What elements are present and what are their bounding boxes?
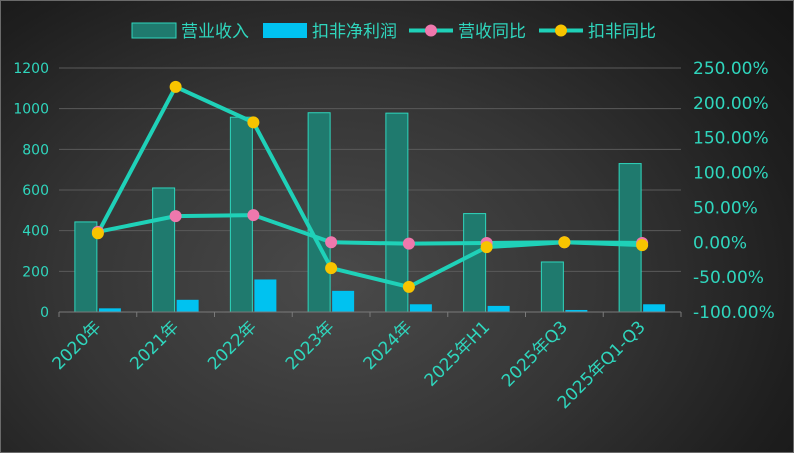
legend-item[interactable]: 扣非净利润 [263,22,397,42]
revenue-bar [618,163,642,313]
profit-yoy-line [96,84,643,289]
left-tick-label: 1000 [13,102,49,118]
profit-yoy-point [402,280,415,293]
x-tick-label: 2025年H1 [421,317,494,390]
profit-yoy-point [247,116,260,129]
legend-label: 扣非净利润 [312,22,397,42]
x-tick-label: 2025年Q3 [498,317,572,391]
lines [96,84,643,289]
legend-label: 营收同比 [458,22,526,42]
left-tick-label: 1200 [13,61,49,77]
right-tick-label: -50.00% [693,268,764,288]
revenue-bar [540,261,564,313]
right-tick-label: 150.00% [693,129,769,149]
revenue-yoy-point [169,210,182,223]
x-tick-label: 2022年 [204,317,261,374]
profit-bar [98,308,121,312]
bars [74,112,666,313]
legend-item[interactable]: 营业收入 [131,22,249,42]
profit-yoy-point [169,80,182,93]
right-tick-label: 0.00% [693,233,747,253]
legend[interactable]: 营业收入 扣非净利润 营收同比 扣非同比 [131,22,656,42]
left-tick-label: 0 [40,305,49,321]
left-tick-label: 200 [22,264,49,280]
legend-label: 扣非同比 [588,22,656,42]
right-tick-label: 200.00% [693,94,769,114]
profit-bar [176,299,199,312]
combo-chart: 0 200 400 600 800 1000 1200 -100.00% -50.00% 0.00… [13,22,775,413]
right-tick-label: 100.00% [693,164,769,184]
right-tick-label: 250.00% [693,59,769,79]
profit-yoy-point [91,227,104,240]
revenue-bar [307,112,331,313]
left-tick-label: 400 [22,224,49,240]
revenue-bar [463,213,487,313]
markers [91,80,649,293]
revenue-yoy-point [402,237,415,250]
x-tick-label: 2023年 [282,317,339,374]
profit-yoy-point [636,239,649,252]
x-tick-label: 2020年 [49,317,106,374]
legend-swatch-marker [555,24,567,37]
profit-bar [409,304,432,312]
revenue-yoy-point [325,236,338,249]
right-tick-label: 50.00% [693,198,758,218]
profit-bar [332,290,355,312]
profit-bar [254,279,277,312]
chart-container: 0 200 400 600 800 1000 1200 -100.00% -50.00% 0.00… [0,0,794,453]
left-tick-label: 600 [22,183,49,199]
profit-bar [487,305,510,312]
revenue-yoy-point [247,209,260,222]
profit-bar [565,309,588,312]
x-tick-label: 2024年 [360,317,417,374]
profit-yoy-point [325,262,338,275]
legend-swatch-marker [425,24,437,37]
profit-yoy-point [480,241,493,254]
profit-yoy-point [558,236,571,249]
legend-swatch [263,23,307,38]
legend-label: 营业收入 [181,22,249,42]
revenue-bar [152,187,176,313]
legend-swatch [131,22,177,39]
legend-item[interactable]: 营收同比 [409,22,526,42]
left-tick-label: 800 [22,142,49,158]
legend-item[interactable]: 扣非同比 [539,22,656,42]
x-tick-label: 2021年 [126,317,183,374]
right-tick-label: -100.00% [693,303,775,323]
profit-bar [643,304,666,312]
